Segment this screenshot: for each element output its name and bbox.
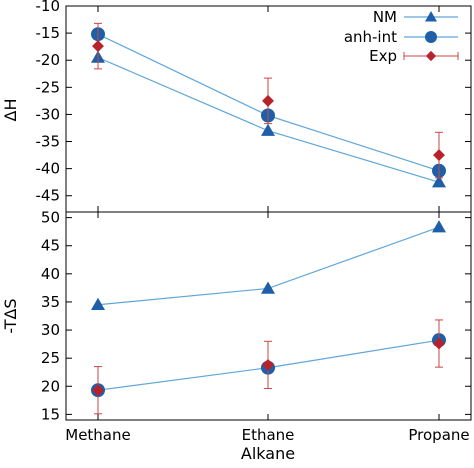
bottom-y-tick-label: 40 <box>41 265 60 283</box>
bottom-y-tick-label: 20 <box>41 377 60 395</box>
top-y-tick-label: -45 <box>36 187 61 205</box>
legend-label-exp: Exp <box>369 47 397 65</box>
bottom-nm-point <box>432 220 446 233</box>
bottom-y-tick-label: 25 <box>41 349 60 367</box>
top-exp-point <box>433 149 445 162</box>
bottom-exp-point <box>92 384 104 397</box>
top-series <box>91 22 446 188</box>
x-tick-label-methane: Methane <box>65 426 131 444</box>
bottom-y-ticks: 15 20 25 30 35 40 45 50 <box>41 209 471 423</box>
bottom-y-tick-label: 45 <box>41 237 60 255</box>
x-ticks: Methane Ethane Propane <box>65 426 469 444</box>
top-exp-point <box>92 40 104 53</box>
bottom-y-tick-label: 50 <box>41 209 60 227</box>
bottom-y-axis-label: -TΔS <box>1 298 20 333</box>
top-y-tick-label: -15 <box>36 24 61 42</box>
bottom-series <box>91 220 446 415</box>
bottom-y-tick-label: 30 <box>41 321 60 339</box>
x-tick-label-propane: Propane <box>408 426 469 444</box>
bottom-nm-point <box>261 281 275 294</box>
top-nm-point <box>432 175 446 188</box>
legend-label-nm: NM <box>373 8 397 26</box>
top-y-tick-label: -20 <box>36 51 61 69</box>
legend-label-anh-int: anh-int <box>344 28 397 46</box>
top-y-ticks: -45 -40 -35 -30 -25 -20 -15 -10 <box>36 0 471 212</box>
x-axis-label: Alkane <box>241 444 295 463</box>
top-y-tick-label: -10 <box>36 0 61 15</box>
top-y-tick-label: -35 <box>36 133 61 151</box>
top-y-axis-label: ΔH <box>1 99 20 122</box>
top-y-tick-label: -30 <box>36 105 61 123</box>
bottom-exp-point <box>262 358 274 371</box>
legend-marker-nm <box>425 11 437 22</box>
bottom-exp-point <box>433 337 445 350</box>
legend-marker-anh-int <box>425 31 437 43</box>
legend-marker-exp <box>425 50 437 62</box>
bottom-nm-point <box>91 297 105 311</box>
top-y-tick-label: -40 <box>36 160 61 178</box>
bottom-y-tick-label: 35 <box>41 293 60 311</box>
top-exp-point <box>262 94 274 107</box>
top-y-tick-label: -25 <box>36 78 61 96</box>
x-tick-label-ethane: Ethane <box>242 426 295 444</box>
bottom-y-tick-label: 15 <box>41 405 60 423</box>
top-nm-point <box>261 123 275 136</box>
bottom-panel: 15 20 25 30 35 40 45 50 Methane Ethane Propane -T… <box>1 209 472 463</box>
